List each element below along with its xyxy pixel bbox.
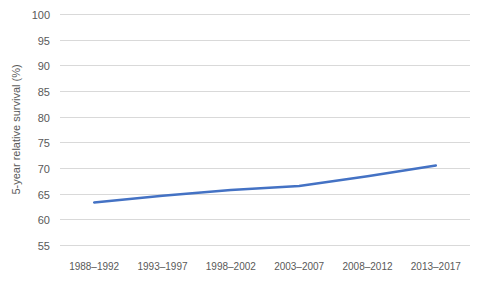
chart-svg: 55 60 65 70 75 80 85 90 95 100 1988–1992 1993–1997 1…	[0, 0, 482, 283]
chart-container: 55 60 65 70 75 80 85 90 95 100 1988–1992 1993–1997 1…	[0, 0, 482, 283]
grid-line	[60, 117, 470, 118]
y-tick-label: 100	[32, 9, 50, 21]
x-tick-label: 2013–2017	[411, 261, 461, 272]
data-line	[94, 165, 436, 202]
y-tick-label: 75	[38, 137, 50, 149]
x-tick-label: 1988–1992	[69, 261, 119, 272]
grid-line	[60, 142, 470, 143]
y-tick-label: 95	[38, 35, 50, 47]
y-tick-label: 60	[38, 214, 50, 226]
grid-line	[60, 40, 470, 41]
y-tick-label: 80	[38, 112, 50, 124]
grid-line	[60, 245, 470, 246]
y-tick-label: 70	[38, 163, 50, 175]
grid-line	[60, 219, 470, 220]
x-tick-label: 1993–1997	[137, 261, 187, 272]
y-tick-label: 65	[38, 189, 50, 201]
y-tick-label: 55	[38, 240, 50, 252]
x-tick-label: 2003–2007	[274, 261, 324, 272]
y-tick-label: 85	[38, 86, 50, 98]
grid-line	[60, 65, 470, 66]
y-tick-label: 90	[38, 60, 50, 72]
grid-line	[60, 91, 470, 92]
x-tick-label: 1998–2002	[206, 261, 256, 272]
grid-line	[60, 194, 470, 195]
plot-area	[94, 165, 436, 202]
x-tick-label: 2008–2012	[342, 261, 392, 272]
grid-line	[60, 14, 470, 15]
y-axis-title: 5-year relative survival (%)	[10, 64, 22, 194]
